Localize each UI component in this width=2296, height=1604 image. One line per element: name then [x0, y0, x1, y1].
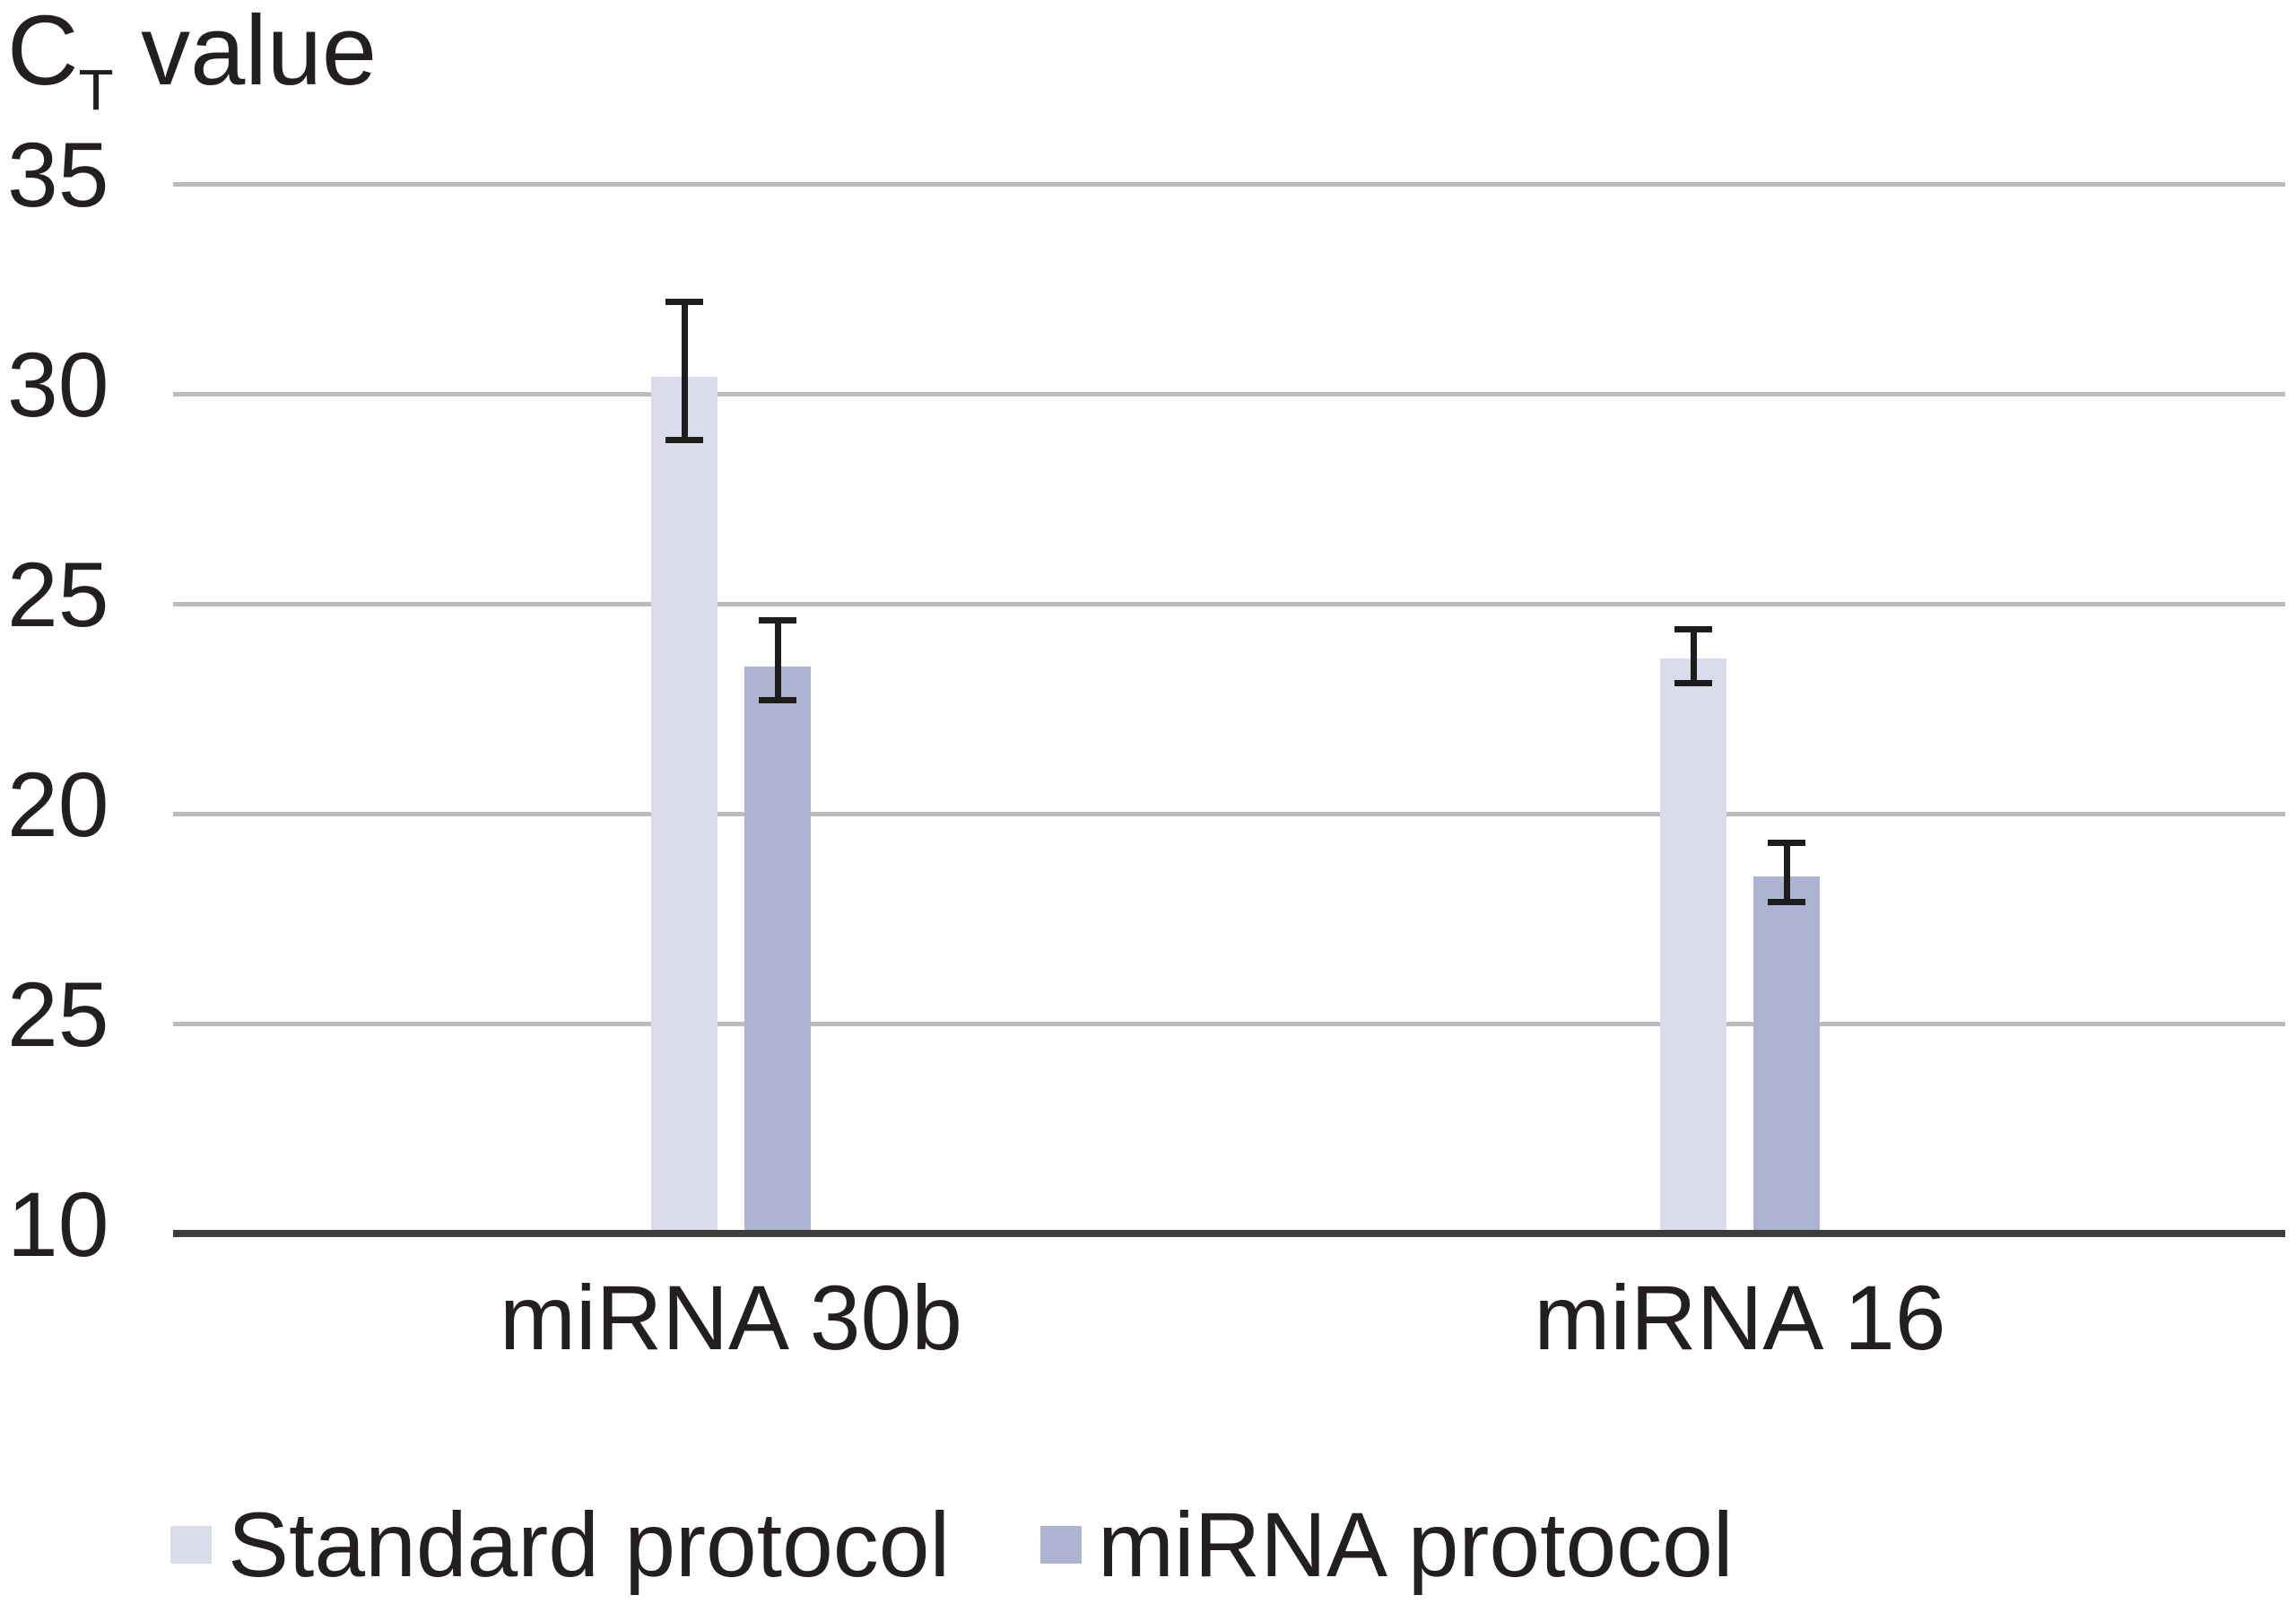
gridline: [173, 391, 2285, 397]
legend-swatch-mirna-protocol: [1040, 1526, 1082, 1564]
bar-standard-protocol-0: [651, 377, 718, 1235]
gridline: [173, 1021, 2285, 1026]
y-axis-title-main: C: [7, 0, 79, 106]
error-bar-cap-bottom: [759, 697, 796, 704]
error-bar-line: [681, 301, 688, 440]
bar-standard-protocol-1: [1660, 658, 1726, 1235]
y-axis-title-subscript: T: [78, 57, 114, 122]
legend-swatch-standard-protocol: [170, 1526, 212, 1564]
y-axis-title-rest: value: [113, 0, 378, 106]
legend-label-standard-protocol: Standard protocol: [228, 1494, 951, 1596]
error-bar-line: [774, 620, 781, 701]
error-bar-cap-top: [1768, 840, 1805, 847]
x-category-label: miRNA 30b: [500, 1267, 962, 1369]
gridline: [173, 811, 2285, 816]
gridline: [173, 601, 2285, 606]
x-category-label: miRNA 16: [1534, 1267, 1946, 1369]
y-tick-label: 10: [7, 1173, 109, 1276]
error-bar-cap-bottom: [1674, 680, 1712, 687]
legend-label-mirna-protocol: miRNA protocol: [1098, 1494, 1734, 1596]
error-bar-cap-bottom: [665, 436, 703, 443]
y-tick-label: 25: [7, 544, 109, 646]
y-tick-label: 35: [7, 124, 109, 226]
y-tick-label: 20: [7, 754, 109, 856]
error-bar-cap-bottom: [1768, 898, 1805, 905]
error-bar-cap-top: [1674, 625, 1712, 632]
error-bar-line: [1783, 842, 1790, 902]
bar-mirna-protocol-0: [744, 667, 811, 1235]
legend-item-standard-protocol: Standard protocol: [170, 1499, 950, 1591]
y-axis-title: CT value: [7, 0, 378, 122]
error-bar-line: [1690, 629, 1697, 684]
legend-item-mirna-protocol: miRNA protocol: [1040, 1499, 1734, 1591]
error-bar-cap-top: [665, 298, 703, 305]
bar-mirna-protocol-1: [1753, 876, 1820, 1235]
y-tick-label: 25: [7, 963, 109, 1066]
gridline: [173, 181, 2285, 187]
x-axis-line: [173, 1230, 2285, 1237]
y-tick-label: 30: [7, 334, 109, 436]
error-bar-cap-top: [759, 617, 796, 624]
